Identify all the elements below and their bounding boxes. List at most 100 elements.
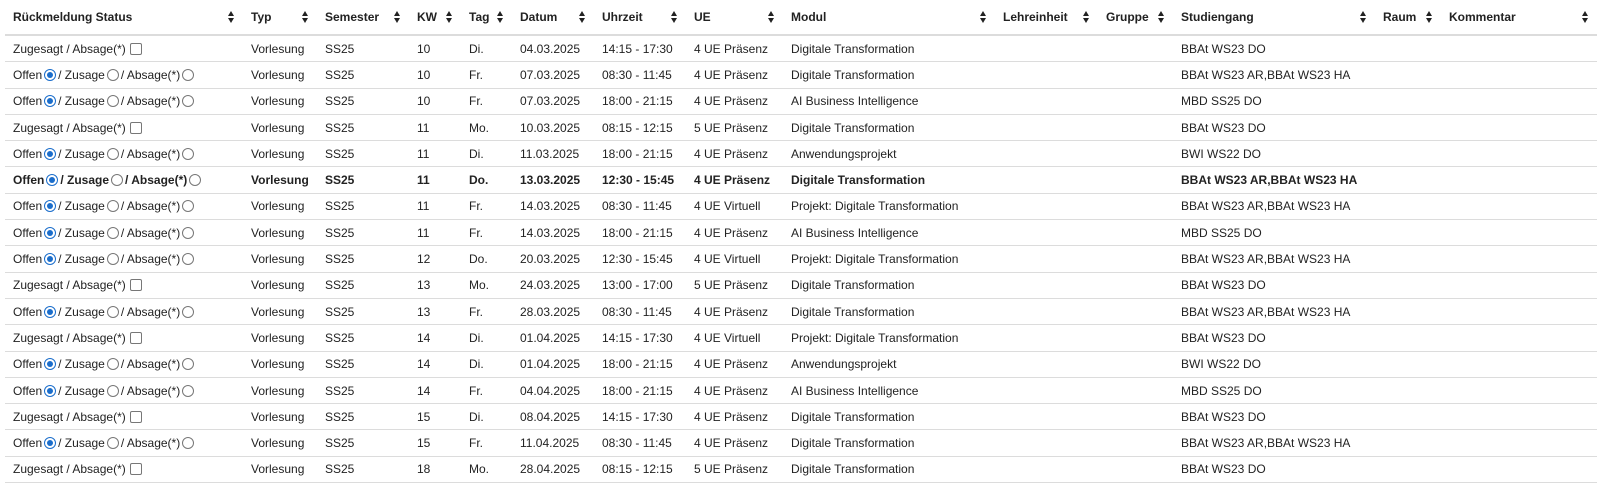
cell-studiengang: BBAt WS23 AR,BBAt WS23 HA bbox=[1173, 245, 1375, 273]
absage-checkbox[interactable] bbox=[129, 42, 142, 55]
absage-radio[interactable] bbox=[182, 437, 195, 450]
zusage-radio[interactable] bbox=[106, 437, 119, 450]
col-header-tag[interactable]: Tag bbox=[461, 0, 512, 36]
zusage-radio[interactable] bbox=[106, 147, 119, 160]
zusage-radio[interactable] bbox=[106, 305, 119, 318]
absage-radio[interactable] bbox=[182, 253, 195, 266]
cell-datum: 04.03.2025 bbox=[512, 35, 594, 63]
offen-radio[interactable] bbox=[44, 68, 57, 81]
sort-icon[interactable] bbox=[671, 11, 678, 23]
zusage-radio[interactable] bbox=[106, 358, 119, 371]
cell-ue: 4 UE Präsenz bbox=[686, 377, 783, 405]
cell-studiengang: BBAt WS23 DO bbox=[1173, 35, 1375, 63]
col-header-datum[interactable]: Datum bbox=[512, 0, 594, 36]
col-header-raum[interactable]: Raum bbox=[1375, 0, 1441, 36]
offen-radio[interactable] bbox=[44, 384, 57, 397]
offen-radio[interactable] bbox=[44, 437, 57, 450]
absage-radio[interactable] bbox=[182, 95, 195, 108]
col-header-kw[interactable]: KW bbox=[409, 0, 461, 36]
cell-ue: 4 UE Virtuell bbox=[686, 324, 783, 352]
status-cell: Zugesagt / Absage(*) bbox=[5, 403, 243, 431]
zusage-radio[interactable] bbox=[106, 226, 119, 239]
sort-icon[interactable] bbox=[1083, 11, 1090, 23]
cell-lehreinheit bbox=[995, 140, 1098, 168]
cell-uhrzeit: 08:15 - 12:15 bbox=[594, 456, 686, 484]
cell-tag: Di. bbox=[461, 324, 512, 352]
col-header-gruppe[interactable]: Gruppe bbox=[1098, 0, 1173, 36]
cell-tag: Fr. bbox=[461, 429, 512, 457]
col-header-typ[interactable]: Typ bbox=[243, 0, 317, 36]
offen-radio[interactable] bbox=[44, 253, 57, 266]
sort-icon[interactable] bbox=[1158, 11, 1165, 23]
sort-icon[interactable] bbox=[1360, 11, 1367, 23]
zusage-radio[interactable] bbox=[106, 95, 119, 108]
cell-gruppe bbox=[1098, 61, 1173, 89]
absage-checkbox[interactable] bbox=[129, 463, 142, 476]
status-absage-label: / Absage(*) bbox=[120, 436, 181, 451]
offen-radio[interactable] bbox=[44, 305, 57, 318]
col-header-label: Studiengang bbox=[1181, 10, 1254, 24]
sort-icon[interactable] bbox=[302, 11, 309, 23]
sort-icon[interactable] bbox=[446, 11, 453, 23]
zusage-radio[interactable] bbox=[106, 253, 119, 266]
cell-kw: 12 bbox=[409, 245, 461, 273]
absage-checkbox[interactable] bbox=[129, 410, 142, 423]
col-header-semester[interactable]: Semester bbox=[317, 0, 409, 36]
cell-raum bbox=[1375, 245, 1441, 273]
table-body: Zugesagt / Absage(*) Vorlesung SS25 10 Di. 04… bbox=[5, 35, 1597, 484]
absage-checkbox[interactable] bbox=[129, 121, 142, 134]
zusage-radio[interactable] bbox=[106, 200, 119, 213]
cell-tag: Fr. bbox=[461, 377, 512, 405]
sort-icon[interactable] bbox=[579, 11, 586, 23]
cell-modul: Digitale Transformation bbox=[783, 166, 995, 194]
cell-modul: Digitale Transformation bbox=[783, 456, 995, 484]
sort-icon[interactable] bbox=[980, 11, 987, 23]
col-header-studiengang[interactable]: Studiengang bbox=[1173, 0, 1375, 36]
absage-radio[interactable] bbox=[182, 200, 195, 213]
cell-semester: SS25 bbox=[317, 245, 409, 273]
offen-radio[interactable] bbox=[44, 226, 57, 239]
cell-typ: Vorlesung bbox=[243, 88, 317, 115]
offen-radio[interactable] bbox=[44, 147, 57, 160]
absage-radio[interactable] bbox=[182, 358, 195, 371]
cell-tag: Do. bbox=[461, 245, 512, 273]
absage-radio[interactable] bbox=[182, 68, 195, 81]
zusage-radio[interactable] bbox=[111, 174, 124, 187]
col-header-ue[interactable]: UE bbox=[686, 0, 783, 36]
status-absage-label: / Absage(*) bbox=[120, 146, 181, 161]
offen-radio[interactable] bbox=[46, 174, 59, 187]
status-cell: Offen / Zusage / Absage(*) bbox=[5, 245, 243, 273]
cell-tag: Fr. bbox=[461, 88, 512, 115]
sort-icon[interactable] bbox=[497, 11, 504, 23]
offen-radio[interactable] bbox=[44, 358, 57, 371]
cell-ue: 5 UE Präsenz bbox=[686, 272, 783, 299]
cell-semester: SS25 bbox=[317, 377, 409, 405]
absage-radio[interactable] bbox=[189, 174, 202, 187]
absage-checkbox[interactable] bbox=[129, 331, 142, 344]
sort-icon[interactable] bbox=[394, 11, 401, 23]
cell-ue: 4 UE Präsenz bbox=[686, 61, 783, 89]
col-header-uhrzeit[interactable]: Uhrzeit bbox=[594, 0, 686, 36]
zusage-radio[interactable] bbox=[106, 68, 119, 81]
absage-radio[interactable] bbox=[182, 226, 195, 239]
offen-radio[interactable] bbox=[44, 200, 57, 213]
absage-radio[interactable] bbox=[182, 384, 195, 397]
cell-ue: 5 UE Präsenz bbox=[686, 456, 783, 484]
col-header-lehreinheit[interactable]: Lehreinheit bbox=[995, 0, 1098, 36]
absage-radio[interactable] bbox=[182, 305, 195, 318]
zusage-radio[interactable] bbox=[106, 384, 119, 397]
sort-icon[interactable] bbox=[1582, 11, 1589, 23]
status-cell: Offen / Zusage / Absage(*) bbox=[5, 61, 243, 89]
sort-icon[interactable] bbox=[1426, 11, 1433, 23]
sort-icon[interactable] bbox=[768, 11, 775, 23]
col-header-rueckmeldung-status[interactable]: Rückmeldung Status bbox=[5, 0, 243, 36]
cell-datum: 08.04.2025 bbox=[512, 403, 594, 431]
absage-checkbox[interactable] bbox=[129, 279, 142, 292]
status-cell: Offen / Zusage / Absage(*) bbox=[5, 166, 243, 194]
status-offen-label: Offen bbox=[13, 173, 45, 188]
col-header-kommentar[interactable]: Kommentar bbox=[1441, 0, 1597, 36]
absage-radio[interactable] bbox=[182, 147, 195, 160]
col-header-modul[interactable]: Modul bbox=[783, 0, 995, 36]
sort-icon[interactable] bbox=[228, 11, 235, 23]
offen-radio[interactable] bbox=[44, 95, 57, 108]
